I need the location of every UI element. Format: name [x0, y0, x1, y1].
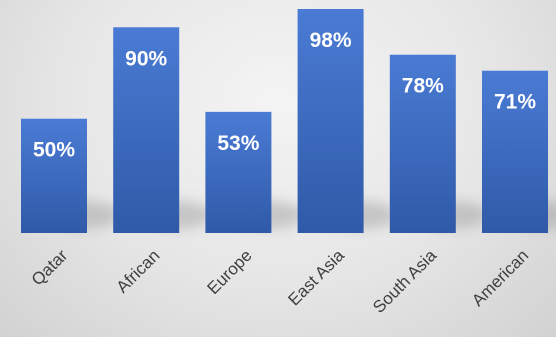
x-tick-label: South Asia: [369, 245, 440, 316]
data-label: 71%: [494, 91, 536, 114]
bar-american: [482, 70, 548, 233]
data-label: 50%: [33, 139, 75, 162]
bar-east-asia: [297, 9, 364, 233]
bar-europe: [205, 111, 272, 233]
x-tick-label: Qatar: [28, 246, 72, 290]
bar-qatar: [21, 118, 87, 233]
bar-south-asia: [389, 54, 456, 233]
x-tick-label: East Asia: [284, 245, 348, 309]
data-labels: 50% 90% 53% 98% 78% 71%: [33, 29, 536, 162]
x-tick-label: Europe: [204, 246, 256, 298]
data-label: 98%: [310, 29, 352, 52]
data-label: 90%: [125, 47, 167, 70]
data-label: 53%: [217, 132, 259, 155]
x-tick-label: African: [113, 246, 164, 297]
bar-african: [113, 27, 180, 233]
x-tick-label: American: [468, 246, 532, 310]
data-label: 78%: [402, 75, 444, 98]
bars: [21, 9, 548, 233]
x-axis-tick-labels: Qatar African Europe East Asia South Asia Ame…: [28, 245, 533, 316]
